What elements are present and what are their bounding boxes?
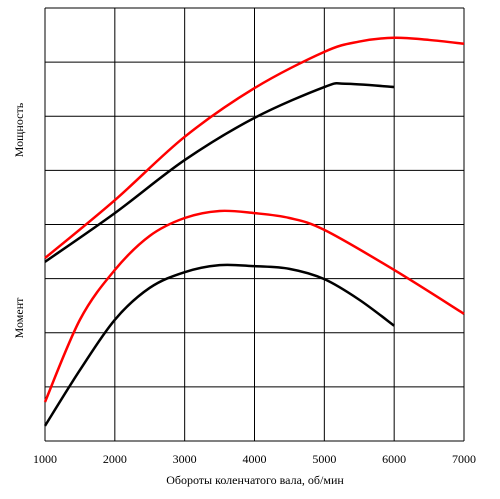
- annotation: Момент: [12, 297, 26, 338]
- x-tick-label: 2000: [103, 452, 127, 466]
- x-tick-label: 1000: [33, 452, 57, 466]
- x-axis-label: Обороты коленчатого вала, об/мин: [166, 473, 344, 487]
- x-tick-label: 7000: [452, 452, 476, 466]
- line: [44, 36, 465, 260]
- line: [44, 82, 395, 263]
- line: [43, 263, 395, 427]
- line: [43, 209, 465, 403]
- x-tick-label: 5000: [312, 452, 336, 466]
- annotation: Мощность: [12, 102, 26, 157]
- x-tick-label: 3000: [173, 452, 197, 466]
- x-tick-label: 4000: [243, 452, 267, 466]
- x-tick-label: 6000: [382, 452, 406, 466]
